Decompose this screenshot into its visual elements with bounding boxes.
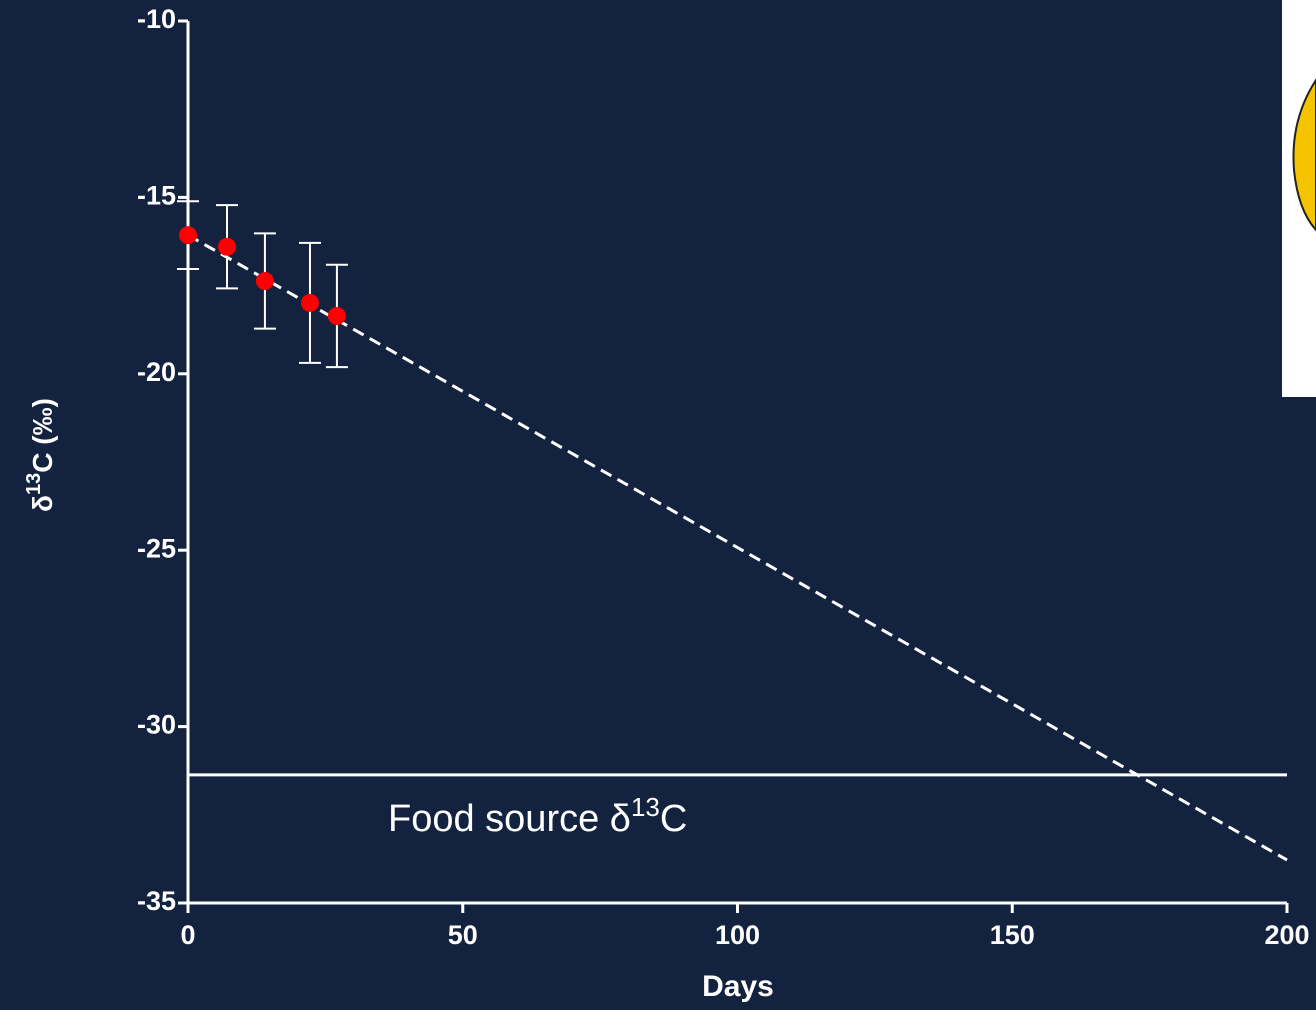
y-tick-label: -15 [137,181,176,211]
reference-label-sup: 13 [631,792,660,822]
y-label-symbol: δ [27,495,58,512]
x-tick-label: 100 [715,920,760,950]
reference-label-text: Food source δ [388,798,631,840]
data-point [218,237,237,256]
x-tick-label: 200 [1264,920,1309,950]
y-tick-label: -10 [137,4,176,34]
y-tick-label: -30 [137,710,176,740]
data-point [179,226,197,245]
reference-label-rest: C [660,798,687,840]
x-tick-label: 150 [990,920,1035,950]
reference-label: Food source δ13C [388,792,687,840]
x-tick-label: 50 [448,920,478,950]
y-label-sup: 13 [23,473,45,495]
data-point [327,306,346,325]
y-axis-label: δ13C (‰) [23,398,58,512]
data-point [255,272,274,291]
inset-shape [1292,78,1316,232]
y-tick-label: -35 [137,886,176,916]
y-tick-label: -20 [137,357,176,387]
x-tick-label: 0 [180,920,195,950]
x-axis-label: Days [702,970,774,1003]
fit-line [187,233,1288,862]
y-tick-label: -25 [137,533,176,563]
y-label-rest: C (‰) [27,398,58,473]
data-point [300,293,319,312]
